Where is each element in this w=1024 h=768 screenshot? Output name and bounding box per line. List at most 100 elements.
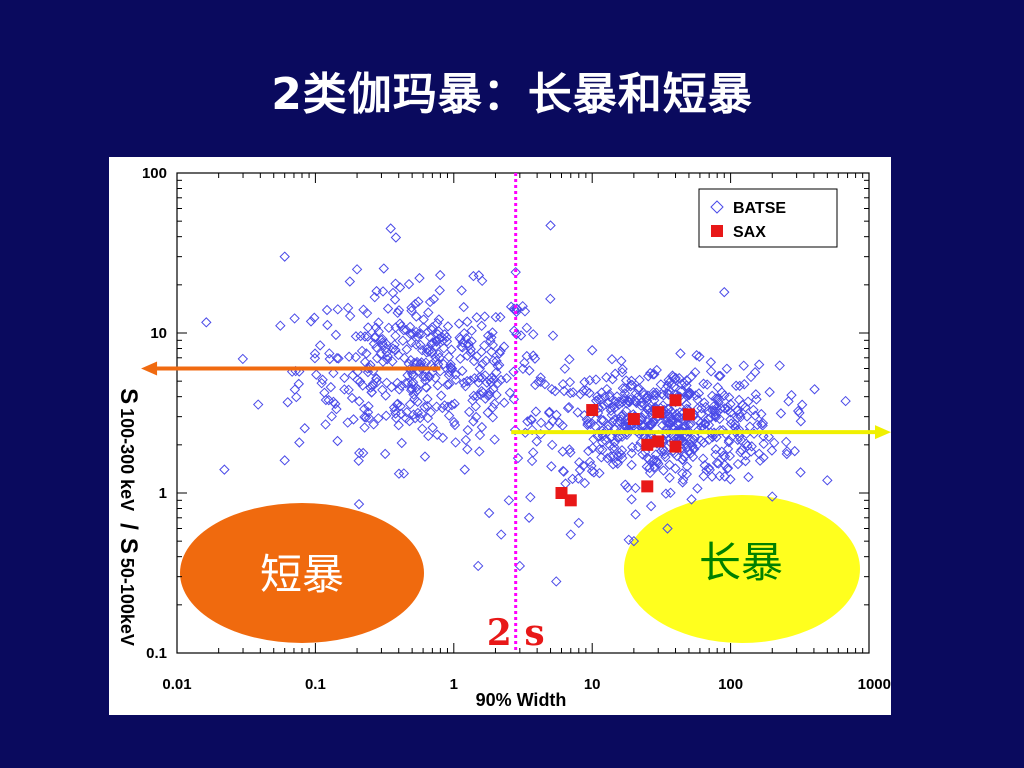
batse-point	[423, 430, 434, 442]
batse-point	[732, 458, 744, 470]
batse-point	[473, 377, 484, 388]
batse-point	[393, 468, 405, 479]
batse-point	[626, 459, 637, 471]
y-label-slash: /	[115, 523, 142, 530]
batse-point	[355, 330, 366, 342]
batse-point	[332, 304, 343, 315]
batse-point	[432, 380, 443, 391]
batse-point	[462, 350, 473, 361]
batse-point	[647, 369, 659, 380]
batse-point	[478, 387, 489, 398]
batse-point	[693, 388, 705, 399]
batse-point	[665, 487, 676, 498]
batse-point	[725, 474, 736, 485]
batse-point	[748, 404, 759, 416]
sax-point	[669, 440, 682, 453]
batse-point	[702, 413, 714, 425]
batse-point	[476, 346, 487, 358]
batse-point	[508, 366, 519, 377]
batse-point	[525, 491, 536, 503]
batse-point	[501, 372, 512, 384]
batse-point	[380, 410, 392, 421]
batse-point	[753, 359, 765, 370]
batse-point	[596, 452, 607, 463]
batse-point	[579, 376, 590, 388]
batse-point	[710, 449, 721, 461]
batse-point	[330, 398, 341, 410]
batse-point	[328, 367, 339, 379]
batse-point	[331, 403, 342, 415]
batse-point	[629, 395, 640, 406]
batse-point	[491, 355, 502, 367]
batse-point	[394, 384, 405, 395]
x-axis-ticks: 0.01 0.1 1 10 100 1000	[162, 173, 891, 693]
batse-point	[322, 319, 333, 331]
batse-point	[389, 339, 400, 351]
y-tick-label: 0.1	[146, 645, 167, 662]
batse-point	[597, 444, 608, 455]
batse-point	[664, 459, 675, 470]
batse-point	[431, 336, 442, 348]
batse-point	[547, 415, 558, 427]
batse-point	[766, 445, 778, 456]
batse-point	[410, 326, 422, 338]
batse-point	[751, 394, 762, 405]
batse-point	[390, 278, 401, 289]
batse-point	[610, 396, 621, 407]
batse-point	[237, 353, 249, 365]
batse-point	[377, 333, 388, 345]
batse-point	[357, 447, 369, 459]
batse-point	[533, 376, 544, 387]
legend-batse-marker	[710, 200, 724, 214]
batse-point	[741, 411, 753, 422]
batse-point	[458, 301, 469, 313]
batse-point	[457, 365, 468, 377]
batse-point	[683, 389, 695, 401]
batse-point	[643, 371, 654, 382]
batse-point	[390, 322, 401, 333]
batse-point	[678, 451, 690, 462]
batse-point	[710, 393, 722, 404]
batse-point	[658, 465, 669, 476]
batse-point	[567, 473, 578, 485]
batse-point	[420, 381, 432, 393]
batse-point	[459, 464, 470, 475]
batse-point	[439, 329, 450, 340]
batse-point	[289, 384, 301, 395]
batse-point	[282, 397, 293, 408]
batse-point	[557, 420, 568, 431]
batse-point	[397, 335, 409, 346]
legend-label: BATSE	[733, 200, 786, 217]
batse-point	[731, 425, 743, 436]
batse-point	[666, 406, 677, 417]
batse-point	[390, 344, 401, 356]
batse-point	[633, 384, 644, 395]
batse-point	[628, 535, 640, 547]
batse-point	[705, 357, 717, 368]
batse-point	[590, 374, 602, 385]
batse-point	[417, 423, 428, 435]
batse-point	[684, 388, 695, 400]
batse-point	[596, 387, 607, 398]
batse-point	[606, 354, 618, 365]
batse-point	[366, 386, 378, 398]
batse-point	[677, 454, 688, 465]
batse-point	[564, 376, 576, 388]
batse-point	[583, 445, 594, 457]
short-arrow-head	[141, 361, 158, 376]
batse-point	[359, 331, 371, 342]
batse-point	[468, 416, 479, 427]
batse-point	[353, 455, 364, 466]
batse-point	[722, 401, 733, 413]
long-arrow-head	[875, 425, 891, 440]
batse-point	[711, 431, 722, 443]
batse-point	[404, 399, 416, 410]
batse-point	[586, 465, 598, 477]
batse-point	[482, 407, 494, 418]
batse-point	[314, 340, 326, 351]
batse-point	[320, 394, 332, 406]
batse-point	[768, 437, 780, 449]
batse-point	[482, 330, 494, 341]
batse-point	[522, 416, 533, 427]
batse-point	[385, 223, 396, 234]
